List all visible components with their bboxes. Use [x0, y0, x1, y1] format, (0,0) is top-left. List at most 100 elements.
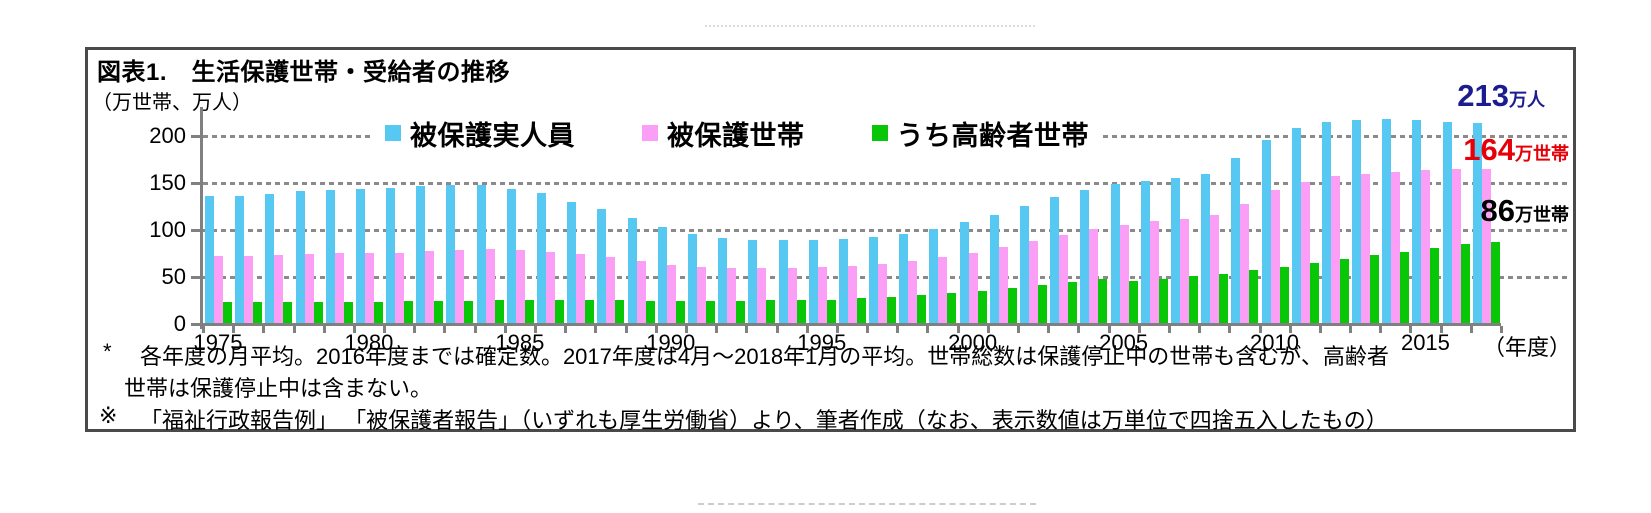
annotation-value: 86 — [1480, 193, 1515, 228]
x-tick — [1288, 326, 1292, 333]
footnote1-marker: * — [103, 339, 112, 364]
bar-被保護世帯-1979 — [334, 253, 344, 323]
bar-うち高齢者世帯-2003 — [1068, 281, 1078, 323]
bar-被保護実人員-1986 — [537, 193, 547, 323]
bar-被保護世帯-2004 — [1089, 229, 1099, 323]
bar-被保護世帯-2002 — [1029, 241, 1039, 323]
y-tick-200 — [191, 135, 200, 138]
bar-うち高齢者世帯-2004 — [1098, 278, 1108, 323]
bar-被保護実人員-2004 — [1080, 189, 1090, 323]
bar-被保護世帯-2001 — [998, 246, 1008, 323]
x-tick-label-1980: 1980 — [344, 330, 394, 355]
bar-うち高齢者世帯-1979 — [343, 302, 353, 323]
bar-うち高齢者世帯-2016 — [1460, 244, 1470, 323]
page-artifact-dots-top — [705, 25, 1035, 27]
x-tick — [926, 326, 930, 333]
bar-被保護実人員-1983 — [446, 184, 456, 323]
legend-swatch-green-icon — [871, 125, 888, 141]
bar-被保護世帯-1992 — [727, 267, 737, 323]
bar-被保護世帯-2000 — [968, 252, 978, 323]
bar-うち高齢者世帯-1990 — [675, 301, 685, 323]
bar-被保護世帯-1980 — [364, 252, 374, 323]
bar-被保護実人員-2005 — [1110, 183, 1120, 323]
bar-うち高齢者世帯-2009 — [1249, 270, 1259, 323]
bar-うち高齢者世帯-1978 — [313, 302, 323, 323]
x-tick-label-1985: 1985 — [495, 330, 545, 355]
legend-item-households: 被保護世帯 — [642, 114, 805, 153]
bar-被保護実人員-1976 — [235, 196, 245, 323]
bar-うち高齢者世帯-1988 — [615, 300, 625, 323]
y-tick-label-100: 100 — [149, 217, 186, 242]
x-tick — [1439, 326, 1443, 333]
x-tick — [896, 326, 900, 333]
x-tick-label-2015: 2015 — [1400, 330, 1450, 355]
x-tick — [715, 326, 719, 333]
bar-うち高齢者世帯-1981 — [404, 301, 414, 323]
x-tick — [292, 326, 296, 333]
bar-被保護実人員-1993 — [748, 240, 758, 323]
x-tick — [1499, 326, 1503, 333]
bar-うち高齢者世帯-2011 — [1309, 262, 1319, 323]
bar-被保護実人員-2014 — [1382, 119, 1392, 323]
x-tick — [473, 326, 477, 333]
bar-被保護実人員-1997 — [869, 237, 879, 323]
x-tick — [1318, 326, 1322, 333]
x-tick — [202, 326, 205, 333]
bar-被保護実人員-2016 — [1442, 121, 1452, 323]
legend-item-persons: 被保護実人員 — [385, 114, 575, 153]
bar-うち高齢者世帯-1976 — [253, 302, 263, 323]
annotation-unit: 万人 — [1509, 90, 1545, 110]
legend-swatch-blue-icon — [385, 125, 401, 141]
bar-うち高齢者世帯-1993 — [766, 300, 776, 323]
annotation-value: 213 — [1457, 78, 1509, 113]
x-tick — [383, 326, 387, 333]
x-tick — [684, 326, 688, 333]
footnote1-line1: 各年度の月平均。2016年度までは確定数。2017年度は4月～2018年1月の平… — [140, 344, 1389, 369]
x-tick — [1258, 326, 1262, 333]
bar-被保護世帯-2010 — [1270, 190, 1280, 323]
x-tick — [564, 326, 568, 333]
bar-被保護実人員-2007 — [1170, 178, 1180, 323]
bar-被保護世帯-2016 — [1451, 168, 1461, 323]
bar-うち高齢者世帯-2017 — [1490, 242, 1500, 323]
x-tick-label-2010: 2010 — [1250, 330, 1299, 355]
bar-被保護世帯-2009 — [1240, 203, 1250, 323]
bar-被保護世帯-2005 — [1119, 225, 1129, 323]
bar-うち高齢者世帯-1994 — [796, 300, 806, 323]
chart-legend: 被保護実人員 被保護世帯 うち高齢者世帯 — [371, 110, 1103, 156]
bar-被保護世帯-1987 — [576, 254, 586, 323]
bar-被保護実人員-1991 — [687, 233, 697, 323]
bar-被保護世帯-1985 — [515, 249, 525, 323]
bar-被保護実人員-2017 — [1472, 122, 1482, 323]
bar-うち高齢者世帯-2015 — [1430, 247, 1440, 323]
x-tick — [1379, 326, 1383, 333]
bar-被保護世帯-2003 — [1059, 234, 1069, 323]
y-tick-label-150: 150 — [149, 170, 186, 195]
bar-被保護実人員-2003 — [1050, 197, 1060, 323]
x-tick — [866, 326, 870, 333]
annotation-households-164: 164万世帯 — [1463, 132, 1569, 168]
x-tick — [1047, 326, 1051, 333]
x-tick — [1017, 326, 1021, 333]
bar-被保護実人員-2012 — [1321, 121, 1331, 323]
x-tick — [986, 326, 990, 333]
bar-被保護実人員-2001 — [989, 214, 999, 323]
bar-うち高齢者世帯-1985 — [524, 300, 534, 323]
y-tick-150 — [191, 182, 200, 185]
bar-被保護世帯-1994 — [787, 267, 797, 323]
bar-うち高齢者世帯-2005 — [1128, 280, 1138, 323]
bar-被保護実人員-1999 — [929, 229, 939, 323]
x-tick — [624, 326, 628, 333]
bar-被保護世帯-1999 — [938, 257, 948, 323]
bar-うち高齢者世帯-1986 — [555, 300, 565, 323]
bar-被保護実人員-1980 — [355, 188, 365, 323]
x-tick — [322, 326, 326, 333]
annotation-value: 164 — [1463, 132, 1515, 167]
bar-被保護実人員-1981 — [386, 187, 396, 323]
y-tick-label-50: 50 — [161, 264, 186, 289]
bar-うち高齢者世帯-1997 — [887, 296, 897, 323]
x-tick-label-1975: 1975 — [193, 330, 243, 355]
bar-被保護実人員-2011 — [1291, 128, 1301, 323]
bar-被保護世帯-1981 — [395, 252, 405, 323]
